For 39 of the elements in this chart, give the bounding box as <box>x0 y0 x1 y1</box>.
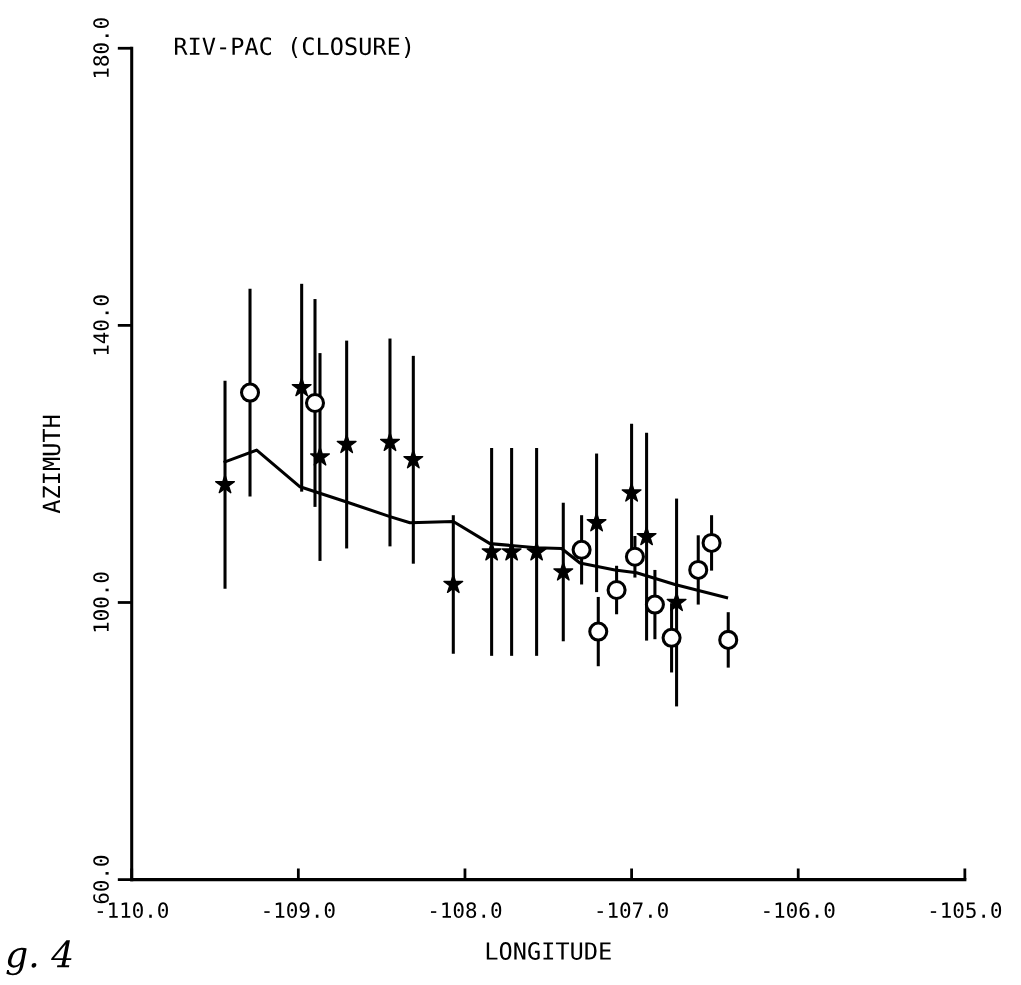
x-axis-title: LONGITUDE <box>486 942 611 960</box>
point <box>336 434 357 454</box>
point <box>501 541 522 561</box>
point <box>304 392 326 413</box>
x-tick-label: -107.0 <box>597 902 668 919</box>
point <box>636 526 657 546</box>
point <box>214 474 236 494</box>
y-axis-title: AZIMUTH <box>42 415 61 514</box>
y-tick-label: 100.0 <box>93 572 109 632</box>
point <box>621 482 642 502</box>
text: g. 4 <box>6 940 72 976</box>
x-tick-label: -108.0 <box>430 902 502 919</box>
y-tick-label: 180.0 <box>93 18 109 78</box>
point <box>309 446 331 466</box>
point <box>624 546 645 567</box>
x-tick-label: -110.0 <box>97 902 168 919</box>
point <box>588 621 609 642</box>
y-tick-label: 140.0 <box>93 295 109 355</box>
point <box>718 629 739 650</box>
x-tick-label: -109.0 <box>264 902 335 919</box>
point <box>586 512 607 532</box>
point <box>666 591 687 612</box>
x-tick-label: -106.0 <box>764 902 835 919</box>
point <box>571 539 592 560</box>
point <box>701 532 722 553</box>
point <box>379 431 401 452</box>
x-tick-label: -105.0 <box>930 902 1002 919</box>
point <box>526 541 547 561</box>
point <box>644 594 665 615</box>
point <box>403 449 424 469</box>
point <box>688 559 709 580</box>
point <box>443 573 464 594</box>
chart-title: RIV-PAC (CLOSURE) <box>175 36 411 58</box>
point <box>661 627 682 648</box>
y-tick-label: 60.0 <box>93 855 109 904</box>
point <box>239 382 261 403</box>
point <box>291 377 312 397</box>
point <box>606 579 627 601</box>
point <box>553 561 574 581</box>
